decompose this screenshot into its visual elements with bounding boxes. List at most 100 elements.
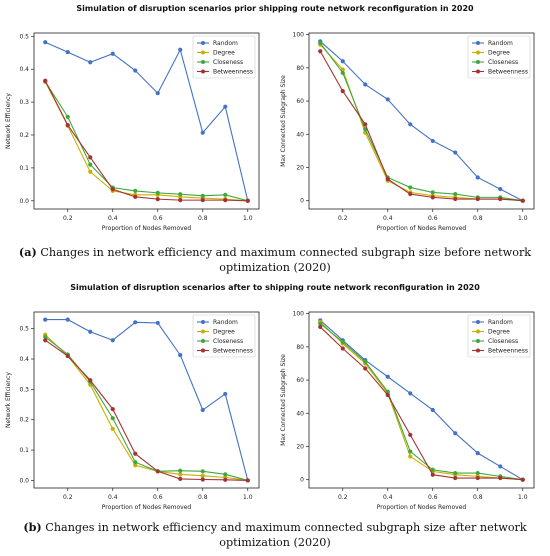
data-point-degree — [133, 463, 138, 468]
legend-label-random: Random — [488, 319, 513, 326]
data-point-closeness — [430, 190, 435, 195]
data-point-closeness — [340, 70, 345, 75]
data-point-betweenness — [363, 122, 368, 127]
y-tick-label: 0.4 — [19, 356, 29, 363]
legend-marker-closeness — [476, 60, 480, 64]
x-tick-label: 0.6 — [428, 494, 438, 501]
data-point-random — [430, 138, 435, 144]
data-point-betweenness — [408, 191, 413, 197]
legend: Random Degree Closeness Betweenness — [192, 35, 256, 79]
data-point-random — [88, 329, 93, 334]
x-tick-label: 0.2 — [63, 215, 73, 222]
data-point-closeness — [223, 472, 228, 477]
figure-a-caption: (a) Changes in network efficiency and ma… — [0, 245, 550, 275]
data-point-betweenness — [133, 194, 138, 199]
y-tick-label: 0 — [300, 477, 304, 484]
data-point-betweenness — [223, 477, 228, 482]
legend-marker-random — [476, 320, 480, 324]
data-point-random — [475, 175, 480, 180]
y-axis-label: Network Efficiency — [5, 93, 12, 149]
y-tick-label: 0.1 — [19, 165, 29, 172]
x-tick-label: 0.8 — [473, 215, 483, 222]
data-point-betweenness — [88, 378, 93, 383]
data-point-random — [110, 51, 115, 56]
data-point-betweenness — [245, 198, 250, 203]
data-point-betweenness — [178, 476, 183, 481]
x-tick-label: 0.6 — [153, 215, 163, 222]
data-point-closeness — [340, 339, 345, 344]
data-point-random — [200, 130, 205, 135]
figure-b-caption-tag: (b) — [23, 520, 42, 534]
legend-label-random: Random — [213, 40, 238, 47]
x-tick-label: 0.4 — [108, 494, 118, 501]
data-point-closeness — [43, 334, 48, 339]
data-point-random — [88, 60, 93, 65]
y-tick-label: 0.3 — [19, 386, 29, 393]
data-point-betweenness — [498, 196, 503, 202]
x-axis-label: Proportion of Nodes Removed — [377, 504, 467, 511]
y-tick-label: 0.5 — [19, 33, 29, 40]
legend-label-random: Random — [213, 319, 238, 326]
legend-label-closeness: Closeness — [488, 338, 518, 345]
data-point-betweenness — [408, 432, 413, 437]
x-tick-label: 0.6 — [153, 494, 163, 501]
legend-marker-closeness — [201, 339, 205, 343]
series-line-degree — [44, 334, 248, 481]
data-point-betweenness — [318, 49, 323, 54]
figure-b-caption: (b) Changes in network efficiency and ma… — [0, 520, 550, 550]
data-point-random — [65, 317, 70, 322]
legend-label-degree: Degree — [488, 329, 510, 336]
data-point-betweenness — [340, 89, 345, 94]
series-line-degree — [319, 321, 523, 481]
figure-b-caption-text: Changes in network efficiency and maximu… — [41, 521, 527, 549]
chart-a-max-subgraph-size: 0.2 0.4 0.6 0.8 1.0 0 20 40 60 80 100 Proportion of… — [280, 32, 535, 232]
data-point-degree — [178, 472, 183, 477]
data-point-betweenness — [475, 475, 480, 481]
x-tick-label: 0.6 — [428, 215, 438, 222]
data-point-random — [133, 320, 138, 325]
series-line-closeness — [319, 323, 523, 481]
data-point-betweenness — [110, 407, 115, 412]
data-point-closeness — [178, 192, 183, 197]
y-tick-label: 0 — [300, 198, 304, 205]
x-axis-label: Proportion of Nodes Removed — [102, 504, 192, 511]
legend-label-betweenness: Betweenness — [213, 348, 253, 355]
series-line-betweenness — [44, 80, 248, 202]
legend-label-degree: Degree — [213, 329, 235, 336]
x-tick-label: 0.8 — [198, 215, 208, 222]
data-point-betweenness — [155, 469, 160, 474]
data-point-betweenness — [65, 123, 70, 128]
x-tick-label: 0.2 — [338, 215, 348, 222]
legend-label-betweenness: Betweenness — [488, 69, 528, 76]
series-line-betweenness — [319, 50, 523, 202]
data-point-closeness — [178, 468, 183, 473]
data-point-random — [430, 407, 435, 413]
data-point-betweenness — [385, 177, 390, 182]
data-point-random — [363, 82, 368, 87]
data-point-closeness — [453, 191, 458, 197]
legend-label-closeness: Closeness — [213, 59, 243, 66]
x-tick-label: 0.8 — [198, 494, 208, 501]
data-point-betweenness — [88, 155, 93, 160]
y-tick-label: 0.2 — [19, 417, 29, 424]
data-point-random — [385, 97, 390, 102]
y-tick-label: 40 — [296, 410, 304, 417]
data-point-random — [408, 122, 413, 127]
x-tick-label: 0.2 — [338, 494, 348, 501]
data-point-random — [453, 150, 458, 155]
legend-marker-random — [201, 320, 205, 324]
data-point-betweenness — [245, 478, 250, 483]
data-point-random — [178, 47, 183, 52]
data-point-closeness — [408, 449, 413, 454]
data-point-closeness — [133, 188, 138, 194]
data-point-betweenness — [498, 475, 503, 481]
data-point-betweenness — [340, 346, 345, 351]
y-tick-label: 0.0 — [19, 477, 29, 484]
data-point-closeness — [475, 470, 480, 476]
legend: Random Degree Closeness Betweenness — [467, 314, 531, 358]
y-tick-label: 80 — [296, 65, 304, 72]
y-tick-label: 0.3 — [19, 99, 29, 106]
x-tick-label: 0.4 — [108, 215, 118, 222]
legend-marker-degree — [476, 329, 480, 334]
data-point-betweenness — [453, 196, 458, 202]
